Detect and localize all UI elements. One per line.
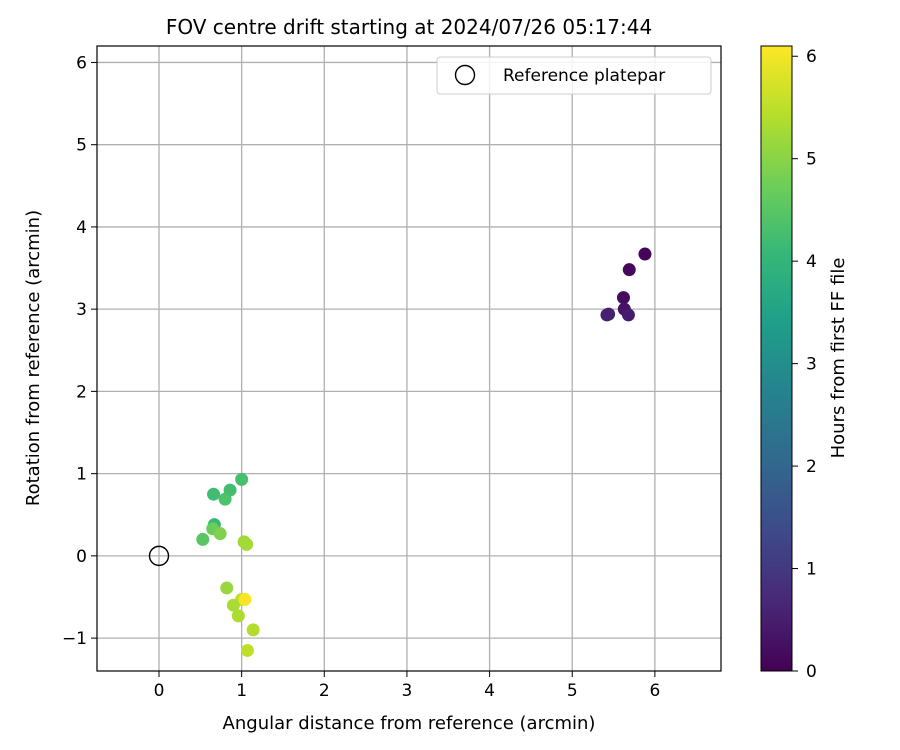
legend-box (436, 56, 712, 95)
x-tick-label: 1 (236, 681, 247, 701)
colorbar-tick-label: 5 (806, 150, 817, 170)
y-tick-label: 1 (76, 465, 87, 485)
y-tick-label: 4 (76, 218, 87, 238)
y-tick-label: 2 (76, 382, 87, 402)
colorbar-tick-label: 4 (806, 252, 817, 272)
colorbar-tick-label: 6 (806, 47, 817, 67)
x-axis-ticks: 0 1 2 3 4 5 6 (154, 671, 660, 701)
x-tick-label: 6 (649, 681, 660, 701)
colorbar-label: Hours from first FF file (828, 258, 849, 459)
reference-point-group (148, 545, 170, 567)
x-tick-label: 5 (567, 681, 578, 701)
colorbar-tick-label: 0 (806, 662, 817, 682)
y-tick-label: 6 (76, 53, 87, 73)
legend-marker-reference (454, 64, 476, 86)
y-tick-label: 0 (76, 547, 87, 567)
scatter-point (638, 247, 652, 261)
x-tick-label: 0 (154, 681, 165, 701)
scatter-point (240, 537, 254, 551)
y-tick-label: 5 (76, 136, 87, 156)
colorbar-tick-label: 2 (806, 457, 817, 477)
colorbar: 0 1 2 3 4 5 6 Hours from first FF file (760, 45, 849, 682)
colorbar-gradient (760, 45, 793, 672)
scatter-point (213, 527, 227, 541)
plot-frame (96, 45, 722, 672)
colorbar-ticks: 0 1 2 3 4 5 6 (792, 47, 817, 682)
scatter-point (226, 598, 240, 612)
x-tick-label: 4 (484, 681, 495, 701)
scatter-point (235, 472, 249, 486)
x-tick-label: 3 (402, 681, 413, 701)
x-tick-label: 2 (319, 681, 330, 701)
scatter-point (622, 263, 636, 277)
chart-title: FOV centre drift starting at 2024/07/26 … (166, 15, 652, 39)
scatter-point (246, 623, 260, 637)
x-axis-label: Angular distance from reference (arcmin) (223, 713, 596, 734)
y-tick-label: 3 (76, 300, 87, 320)
scatter-point (196, 532, 210, 546)
scatter-point (602, 307, 616, 321)
data-points (196, 247, 652, 657)
y-axis-label: Rotation from reference (arcmin) (23, 210, 44, 506)
scatter-point (220, 581, 234, 595)
scatter-point (231, 609, 245, 623)
scatter-point (238, 592, 252, 606)
scatter-point (218, 492, 232, 506)
y-tick-label: −1 (62, 629, 87, 649)
scatter-point (240, 643, 254, 657)
y-axis-ticks: −1 0 1 2 3 4 5 6 (62, 53, 97, 649)
scatter-point (621, 308, 635, 322)
grid-lines (97, 46, 721, 671)
scatter-point (616, 291, 630, 305)
legend: Reference platepar (436, 56, 712, 95)
scatter-point (207, 487, 221, 501)
reference-point-marker (148, 545, 170, 567)
colorbar-tick-label: 1 (806, 560, 817, 580)
colorbar-tick-label: 3 (806, 355, 817, 375)
legend-label-reference: Reference platepar (503, 66, 665, 86)
